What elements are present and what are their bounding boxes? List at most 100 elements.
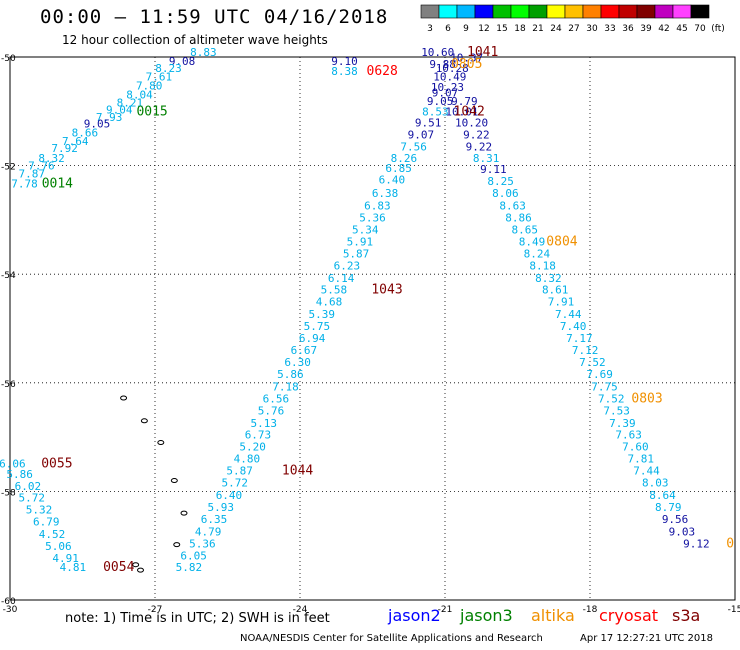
colorbar-label: 36 [622,24,634,34]
pass-time-label: 0628 [367,64,398,79]
wave-height-value: 4.52 [39,528,66,541]
wave-height-value: 6.40 [216,489,243,502]
wave-height-value: 7.39 [609,417,636,430]
wave-height-value: 7.53 [603,404,630,417]
colorbar-label: 45 [676,24,687,34]
wave-height-value: 5.72 [222,477,249,490]
wave-height-value: 10.60 [421,46,454,59]
wave-height-value: 6.05 [180,549,207,562]
wave-height-value: 8.65 [512,223,539,236]
wave-height-value: 6.94 [299,332,326,345]
wave-height-value: 8.31 [473,152,500,165]
wave-height-value: 8.53 [422,106,449,119]
wave-height-value: 7.76 [28,159,55,172]
wave-height-value: 6.85 [385,162,412,175]
wave-height-value: 5.06 [45,540,72,553]
wave-height-value: 5.20 [239,441,266,454]
pass-time-label: 0014 [42,176,73,191]
latitude-tick-label: -52 [1,163,16,173]
legend-item-s3a: s3a [672,606,701,625]
wave-height-value: 8.32 [535,272,562,285]
wave-height-value: 6.30 [284,356,311,369]
pass-time-label: 0803 [631,391,662,406]
longitude-tick-label: -27 [148,605,163,615]
colorbar-label: 15 [496,24,507,34]
wave-height-value: 7.44 [555,308,582,321]
wave-height-value: 6.02 [15,480,42,493]
wave-height-value: 8.63 [499,200,526,213]
wave-height-value: 5.91 [347,235,374,248]
wave-height-value: 8.21 [117,96,144,109]
wave-height-value: 8.18 [529,259,556,272]
longitude-tick-label: -18 [583,605,598,615]
wave-height-value: 8.04 [126,88,153,101]
island-outline [180,510,188,516]
wave-height-value: 9.07 [432,87,459,100]
wave-height-value: 5.87 [226,465,253,478]
wave-height-value: 5.86 [277,368,304,381]
legend-item-jason2: jason2 [388,606,441,625]
latitude-tick-label: -56 [1,380,16,390]
wave-height-value: 5.13 [251,417,278,430]
colorbar-label: 21 [532,24,543,34]
wave-height-value: 9.11 [480,163,507,176]
wave-height-value: 8.79 [655,501,682,514]
pass-time-label: 0804 [546,234,577,249]
pass-time-label: 0055 [41,457,72,472]
wave-height-value: 6.14 [328,272,355,285]
island-outline [157,440,165,446]
wave-height-value: 10.01 [445,106,478,119]
generated-timestamp: Apr 17 12:27:21 UTC 2018 [580,633,713,644]
units-note: note: 1) Time is in UTC; 2) SWH is in fe… [65,611,330,626]
colorbar-label: 27 [568,24,579,34]
wave-height-value: 7.75 [591,380,618,393]
wave-height-value: 9.88 [429,58,456,71]
wave-height-value: 5.58 [321,284,348,297]
wave-height-value: 5.86 [6,468,33,481]
wave-height-value: 4.80 [234,453,261,466]
wave-height-value: 5.82 [176,561,203,574]
island-outline [140,418,148,424]
wave-height-value: 7.81 [628,453,655,466]
wave-height-value: 6.40 [379,174,406,187]
wave-height-value: 5.32 [26,504,53,517]
latitude-tick-label: -60 [1,597,16,607]
wave-height-value: 8.23 [155,62,182,75]
pass-time-label: 1042 [454,105,485,120]
wave-height-value: 6.67 [291,344,318,357]
wave-height-value: 9.04 [106,103,133,116]
wave-height-value: 5.93 [207,501,234,514]
wave-height-value: 10.23 [431,81,464,94]
wave-height-value: 4.91 [52,552,79,565]
wave-height-value: 10.49 [433,70,466,83]
wave-height-value: 8.25 [487,175,514,188]
colorbar-label: 9 [463,24,469,34]
colorbar-label: 39 [640,24,652,34]
map-title: 00:00 – 11:59 UTC 04/16/2018 [40,6,389,28]
credit-line: NOAA/NESDIS Center for Satellite Applica… [240,633,543,644]
colorbar-label: 3 [427,24,433,34]
colorbar-label: (ft) [711,24,725,34]
longitude-tick-label: -24 [293,605,308,615]
island-outline [120,395,128,401]
wave-height-value: 7.91 [548,296,575,309]
wave-height-value: 8.24 [524,247,551,260]
wave-height-value: 7.78 [11,177,38,190]
map-subtitle: 12 hour collection of altimeter wave hei… [62,33,328,47]
legend-item-jason3: jason3 [460,606,513,625]
wave-height-value: 5.87 [343,247,370,260]
pass-time-label: 0 [726,536,734,551]
island-outline [173,542,181,548]
map-frame [9,56,736,601]
wave-height-value: 9.79 [451,95,478,108]
pass-time-label: 1044 [282,464,313,479]
wave-height-value: 7.87 [19,168,46,181]
wave-height-value: 9.03 [669,525,696,538]
wave-height-value: 8.86 [505,212,532,225]
wave-height-value: 7.40 [560,320,587,333]
wave-height-value: 9.05 [427,95,454,108]
wave-height-value: 6.38 [372,187,399,200]
wave-height-value: 7.12 [572,344,599,357]
wave-height-value: 5.36 [359,212,386,225]
